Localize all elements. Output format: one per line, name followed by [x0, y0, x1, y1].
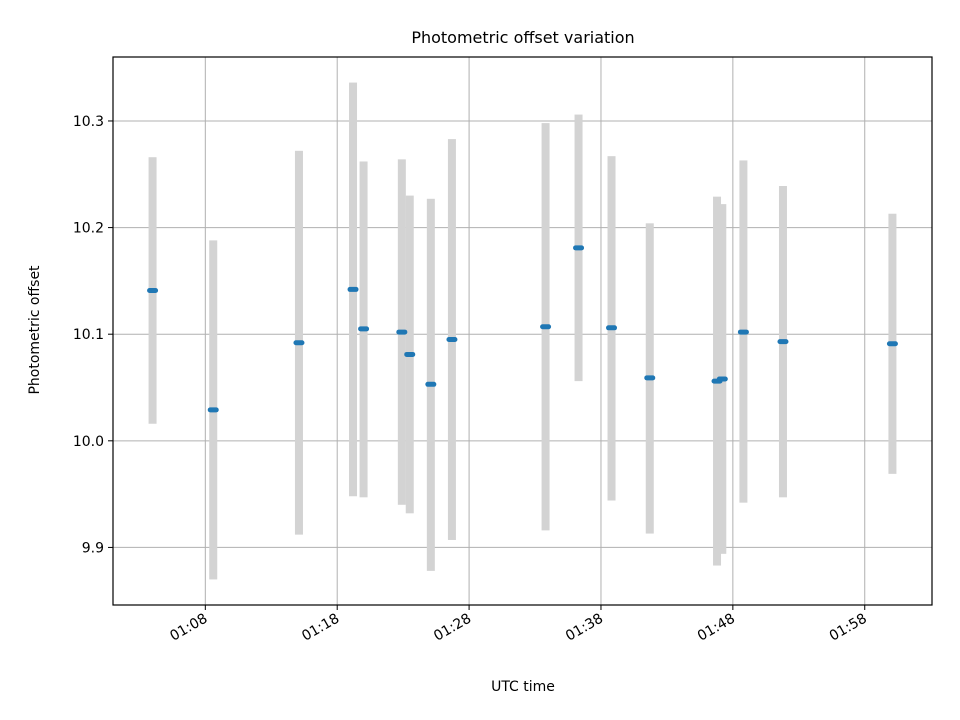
- y-axis-ticks: 9.9 10.0 10.1 10.2 10.3: [73, 114, 113, 556]
- data-point: [347, 286, 359, 292]
- y-tick-label: 10.2: [73, 221, 104, 237]
- data-point: [425, 381, 437, 387]
- data-point: [404, 351, 416, 357]
- data-point: [644, 375, 656, 381]
- chart-title: Photometric offset variation: [411, 28, 634, 47]
- data-point: [606, 325, 618, 331]
- data-point: [540, 324, 552, 330]
- data-point: [147, 287, 159, 293]
- data-point: [396, 329, 408, 335]
- plot-frame: [112, 56, 933, 606]
- data-point: [886, 341, 898, 347]
- x-axis-label: UTC time: [491, 679, 555, 695]
- y-tick-label: 10.3: [73, 114, 104, 130]
- data-point: [207, 407, 219, 413]
- data-point: [777, 339, 789, 345]
- y-tick-label: 10.1: [73, 327, 104, 343]
- data-point: [737, 329, 749, 335]
- data-point: [573, 245, 585, 251]
- data-point: [716, 376, 728, 382]
- y-tick-label: 9.9: [82, 540, 104, 556]
- y-axis-label: Photometric offset: [27, 265, 43, 395]
- data-point: [358, 326, 370, 332]
- grid-lines: [113, 57, 932, 605]
- y-tick-label: 10.0: [73, 434, 104, 450]
- data-points: [147, 245, 898, 413]
- data-point: [446, 337, 458, 343]
- data-point: [293, 340, 305, 346]
